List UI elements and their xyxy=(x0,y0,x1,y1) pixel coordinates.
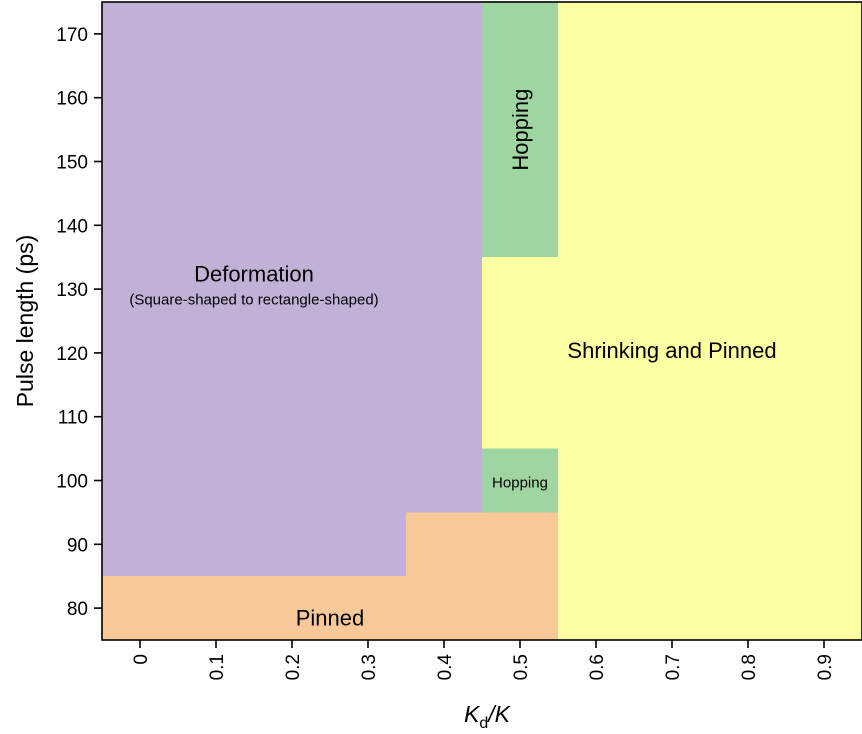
y-tick-label: 150 xyxy=(56,153,88,174)
shrinking-pinned-label: Shrinking and Pinned xyxy=(567,338,776,363)
y-tick-label: 120 xyxy=(56,344,88,365)
pinned-label: Pinned xyxy=(296,605,365,630)
x-tick-label: 0.6 xyxy=(587,654,608,680)
y-tick-label: 100 xyxy=(56,472,88,493)
x-tick-label: 0.5 xyxy=(511,654,532,680)
region-shrinking xyxy=(482,257,558,449)
x-tick-label: 0.4 xyxy=(435,654,456,681)
y-tick-label: 110 xyxy=(58,408,88,429)
x-tick-label: 0.1 xyxy=(207,654,228,680)
region-pinned xyxy=(406,512,558,640)
region-pinned xyxy=(102,576,406,640)
x-tick-label: 0.9 xyxy=(815,654,836,680)
region-deformation xyxy=(406,2,482,513)
x-tick-label: 0.2 xyxy=(283,654,304,680)
deformation-label: Deformation xyxy=(194,261,314,286)
x-axis-title: Kd/K xyxy=(464,701,512,732)
region-shrinking xyxy=(558,2,862,640)
hopping-small-label: Hopping xyxy=(492,475,548,492)
x-tick-label: 0.8 xyxy=(739,654,760,680)
y-axis-ticks: 80 90 100 110 120 130 140 150 160 170 xyxy=(56,25,102,620)
y-tick-label: 140 xyxy=(56,216,88,237)
x-axis-title-rest: /K xyxy=(486,701,511,727)
y-tick-label: 170 xyxy=(56,25,88,46)
hopping-top-label: Hopping xyxy=(508,89,533,171)
phase-regions xyxy=(102,2,862,640)
x-tick-label: 0.7 xyxy=(663,654,684,680)
plot-frame xyxy=(101,1,862,641)
y-tick-label: 160 xyxy=(56,89,88,110)
x-axis-ticks: 0 0.1 0.2 0.3 0.4 0.5 0.6 0.7 0.8 0.9 xyxy=(131,640,836,680)
y-tick-label: 80 xyxy=(67,599,88,620)
region-deformation xyxy=(102,2,406,577)
x-axis-title-subscript: d xyxy=(479,715,488,732)
y-tick-label: 130 xyxy=(56,280,88,301)
x-tick-label: 0.3 xyxy=(359,654,380,680)
x-axis-title-main: K xyxy=(464,701,481,727)
deformation-sublabel: (Square-shaped to rectangle-shaped) xyxy=(129,291,378,308)
y-axis-title: Pulse length (ps) xyxy=(12,235,38,408)
x-tick-label: 0 xyxy=(131,654,152,665)
y-tick-label: 90 xyxy=(67,535,88,556)
region-hopping xyxy=(482,2,558,258)
region-hopping xyxy=(482,448,558,513)
